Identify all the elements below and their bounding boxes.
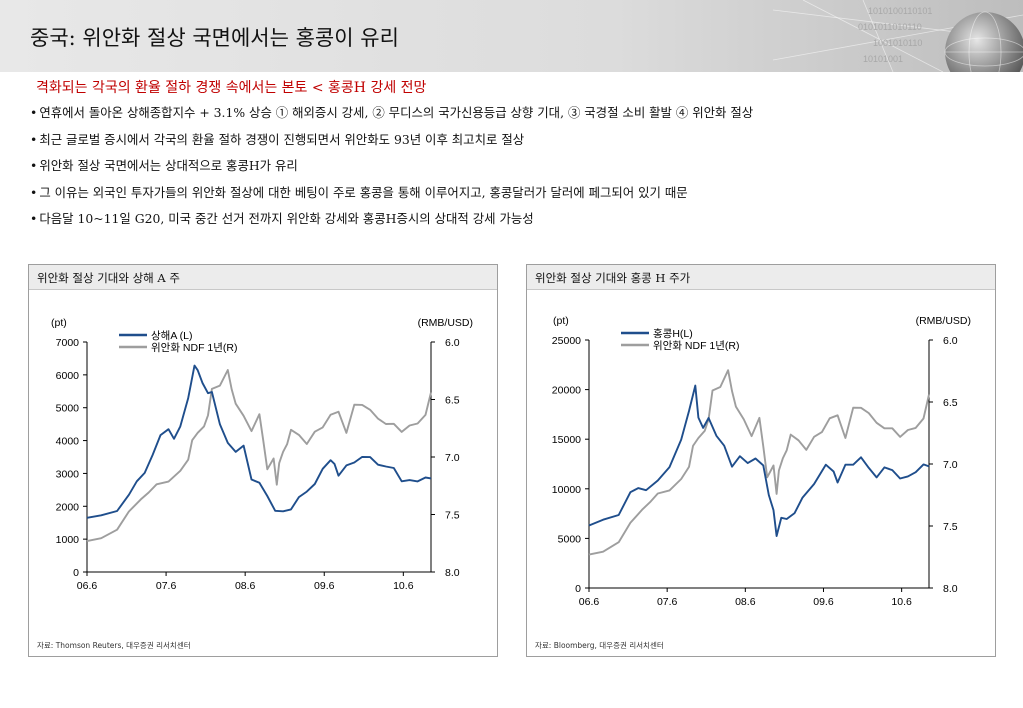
chart-panel-hongkong: 위안화 절상 기대와 홍콩 H 주가 0 5000 10000 15000 20000 2… bbox=[526, 264, 996, 657]
left-tick-label: 0 bbox=[73, 567, 79, 579]
chart-panel-header: 위안화 절상 기대와 상해 A 주 bbox=[29, 265, 497, 290]
x-tick-label: 06.6 bbox=[77, 580, 98, 592]
chart-source: 자료: Thomson Reuters, 대우증권 리서치센터 bbox=[37, 641, 191, 650]
left-tick-label: 25000 bbox=[552, 335, 581, 347]
left-tick-label: 4000 bbox=[56, 436, 80, 448]
page-header: 중국: 위안화 절상 국면에서는 홍콩이 유리 1010100110101 01… bbox=[0, 0, 1023, 72]
left-tick-label: 6000 bbox=[56, 370, 80, 382]
legend-label: 홍콩H(L) bbox=[653, 327, 693, 340]
chart-source: 자료: Bloomberg, 대우증권 리서치센터 bbox=[535, 641, 664, 650]
x-tick-label: 09.6 bbox=[813, 596, 834, 608]
globe-banner-icon: 1010100110101 0101011010110 1001010110 1… bbox=[773, 0, 1023, 72]
page-title: 중국: 위안화 절상 국면에서는 홍콩이 유리 bbox=[30, 26, 399, 50]
series-line-index bbox=[588, 384, 930, 537]
x-tick-label: 08.6 bbox=[735, 596, 756, 608]
series-line-ndf bbox=[588, 369, 930, 556]
chart-panel-title: 위안화 절상 기대와 상해 A 주 bbox=[37, 271, 180, 285]
x-tick-label: 10.6 bbox=[891, 596, 912, 608]
right-tick-label: 6.5 bbox=[445, 395, 460, 407]
left-unit-label: (pt) bbox=[553, 315, 569, 327]
series-line-ndf bbox=[86, 369, 432, 543]
x-tick-label: 07.6 bbox=[156, 580, 177, 592]
svg-text:10101001: 10101001 bbox=[863, 54, 903, 64]
subtitle: 격화되는 각국의 환율 절하 경쟁 속에서는 본토 < 홍콩H 강세 전망 bbox=[36, 80, 427, 96]
right-tick-label: 7.5 bbox=[943, 521, 958, 533]
bullet-item: • 최근 글로벌 증시에서 각국의 환율 절하 경쟁이 진행되면서 위안화도 93… bbox=[30, 131, 525, 147]
bullet-item: • 연휴에서 돌아온 상해종합지수 + 3.1% 상승 ① 해외증시 강세, ② … bbox=[30, 105, 754, 120]
bullet-list: • 연휴에서 돌아온 상해종합지수 + 3.1% 상승 ① 해외증시 강세, ② … bbox=[30, 103, 753, 236]
svg-text:1010100110101: 1010100110101 bbox=[868, 6, 932, 16]
left-tick-label: 2000 bbox=[56, 501, 80, 513]
right-tick-label: 6.0 bbox=[943, 335, 958, 347]
left-tick-label: 20000 bbox=[552, 385, 581, 397]
left-unit-label: (pt) bbox=[51, 317, 67, 329]
chart-hongkong-h: 0 5000 10000 15000 20000 25000 6.0 6.5 7.0 7.5 8.0… bbox=[552, 315, 971, 608]
svg-text:1001010110: 1001010110 bbox=[873, 38, 922, 48]
legend-label: 위안화 NDF 1년(R) bbox=[151, 341, 237, 354]
right-tick-label: 8.0 bbox=[943, 583, 958, 595]
right-tick-label: 7.0 bbox=[445, 452, 460, 464]
left-tick-label: 5000 bbox=[558, 533, 582, 545]
series-line-index bbox=[86, 364, 432, 519]
legend-label: 위안화 NDF 1년(R) bbox=[653, 339, 739, 352]
svg-text:0101011010110: 0101011010110 bbox=[858, 22, 922, 32]
legend-label: 상해A (L) bbox=[151, 329, 193, 342]
right-unit-label: (RMB/USD) bbox=[916, 315, 971, 327]
chart-panel-shanghai: 위안화 절상 기대와 상해 A 주 0 1000 2000 3000 4000 5000 6… bbox=[28, 264, 498, 657]
right-tick-label: 6.0 bbox=[445, 337, 460, 349]
left-tick-label: 5000 bbox=[56, 403, 80, 415]
right-tick-label: 7.5 bbox=[445, 510, 460, 522]
right-tick-label: 6.5 bbox=[943, 397, 958, 409]
left-tick-label: 1000 bbox=[56, 534, 80, 546]
x-tick-label: 06.6 bbox=[579, 596, 600, 608]
left-tick-label: 3000 bbox=[56, 468, 80, 480]
chart-panel-title: 위안화 절상 기대와 홍콩 H 주가 bbox=[535, 271, 691, 285]
bullet-item: • 위안화 절상 국면에서는 상대적으로 홍콩H가 유리 bbox=[30, 158, 298, 173]
x-tick-label: 07.6 bbox=[657, 596, 678, 608]
right-tick-label: 7.0 bbox=[943, 459, 958, 471]
x-tick-label: 10.6 bbox=[393, 580, 414, 592]
chart-panel-header: 위안화 절상 기대와 홍콩 H 주가 bbox=[527, 265, 995, 290]
right-tick-label: 8.0 bbox=[445, 567, 460, 579]
left-tick-label: 15000 bbox=[552, 434, 581, 446]
x-tick-label: 09.6 bbox=[314, 580, 335, 592]
chart-shanghai-a: 0 1000 2000 3000 4000 5000 6000 7000 6.0 6.5 7.0 7.… bbox=[51, 317, 473, 592]
bullet-item: • 다음달 10~11일 G20, 미국 중간 선거 전까지 위안화 강세와 홍콩… bbox=[30, 211, 534, 226]
x-tick-label: 08.6 bbox=[235, 580, 256, 592]
left-tick-label: 10000 bbox=[552, 484, 581, 496]
bullet-item: • 그 이유는 외국인 투자가들의 위안화 절상에 대한 베팅이 주로 홍콩을 통… bbox=[30, 184, 688, 200]
left-tick-label: 0 bbox=[575, 583, 581, 595]
left-tick-label: 7000 bbox=[56, 337, 80, 349]
right-unit-label: (RMB/USD) bbox=[418, 317, 473, 329]
